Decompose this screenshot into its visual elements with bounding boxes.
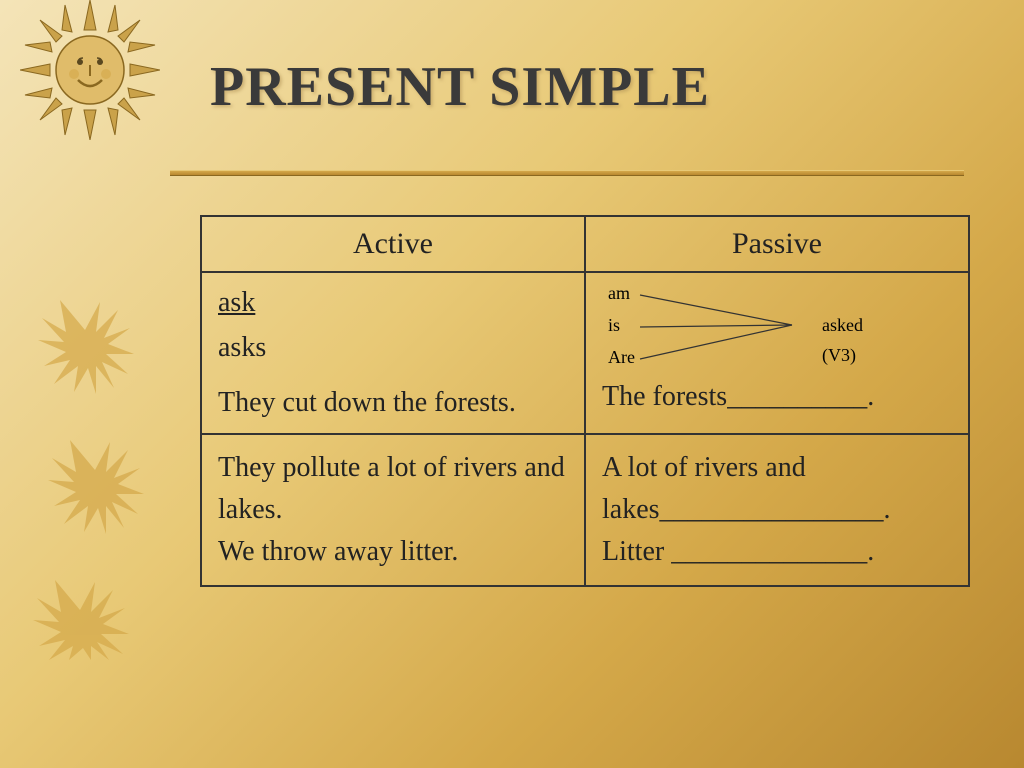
table-header-row: Active Passive	[201, 216, 969, 272]
blank-3: ______________	[671, 536, 867, 567]
sun-icon	[20, 0, 160, 140]
slide-title: PRESENT SIMPLE	[210, 55, 710, 119]
cell-active-practice: They pollute a lot of rivers and lakes. …	[201, 434, 585, 586]
slide-background: PRESENT SIMPLE Active Passive ask asks T…	[0, 0, 1024, 768]
period-3: .	[867, 536, 874, 567]
passive-sentence-2: A lot of rivers and lakes_______________…	[602, 447, 952, 531]
col-header-active: Active	[201, 216, 585, 272]
active-sentence-2: They pollute a lot of rivers and lakes.	[218, 447, 568, 531]
cell-active-example: ask asks They cut down the forests.	[201, 272, 585, 434]
cell-passive-example: am is Are asked (V3) The forests________…	[585, 272, 969, 434]
grammar-table: Active Passive ask asks They cut down th…	[200, 215, 970, 587]
palm-leaves-icon	[30, 280, 170, 660]
blank-1: __________	[727, 381, 867, 412]
divider-line	[170, 170, 964, 176]
col-header-passive: Passive	[585, 216, 969, 272]
active-sentence-1: They cut down the forests.	[218, 381, 568, 426]
passive-s1-prefix: The forests	[602, 381, 727, 412]
verb-base: ask	[218, 287, 255, 318]
aux-is: is	[608, 315, 620, 335]
aux-are: Are	[608, 347, 635, 367]
table-row: They pollute a lot of rivers and lakes. …	[201, 434, 969, 586]
period-1: .	[867, 381, 874, 412]
cell-passive-practice: A lot of rivers and lakes_______________…	[585, 434, 969, 586]
passive-sentence-3: Litter ______________.	[602, 531, 952, 573]
verb-s: asks	[218, 332, 266, 363]
period-2: .	[884, 494, 891, 525]
verb-form: (V3)	[822, 345, 856, 366]
blank-2: ________________	[660, 494, 884, 525]
table-row: ask asks They cut down the forests. am i…	[201, 272, 969, 434]
aux-am: am	[608, 283, 630, 303]
aux-diagram: am is Are asked (V3)	[602, 281, 922, 369]
past-participle: asked	[822, 315, 863, 335]
passive-sentence-1: The forests__________.	[602, 377, 952, 416]
active-sentence-3: We throw away litter.	[218, 531, 568, 573]
passive-s3-prefix: Litter	[602, 536, 671, 567]
